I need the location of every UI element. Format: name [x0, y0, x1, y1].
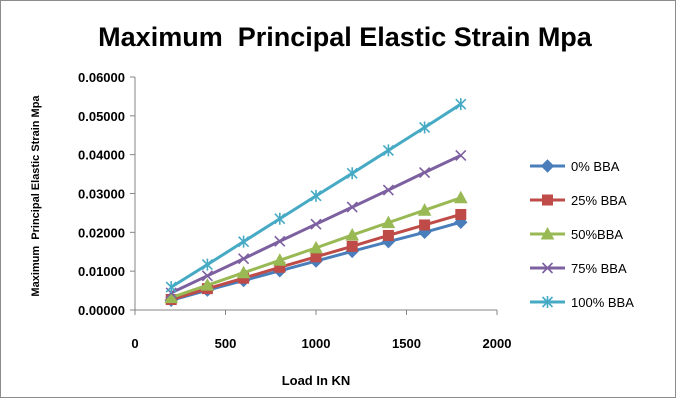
data-point [419, 166, 431, 179]
data-point [419, 121, 431, 134]
data-point [345, 228, 360, 241]
data-point [310, 189, 322, 202]
x-tick-label: 0 [131, 336, 138, 351]
legend-item: 0% BBA [530, 159, 620, 174]
data-point [455, 208, 467, 220]
y-axis-label: Maximum Principal Elastic Strain Mpa [30, 95, 42, 297]
legend-label: 75% BBA [571, 261, 627, 276]
legend-label: 100% BBA [571, 295, 634, 310]
data-point [238, 235, 250, 248]
data-point [201, 270, 213, 282]
legend-label: 25% BBA [571, 193, 627, 208]
legend-marker [540, 226, 555, 240]
data-point [274, 212, 286, 225]
data-point [381, 215, 396, 229]
y-tick-label: 0.03000 [78, 187, 125, 202]
data-point [200, 278, 215, 291]
data-point [419, 219, 431, 231]
legend-label: 0% BBA [571, 159, 620, 174]
series-group [164, 190, 468, 304]
legend-marker [542, 194, 553, 206]
data-point [382, 144, 394, 157]
data-point [274, 235, 286, 247]
data-point [236, 265, 251, 279]
data-point [382, 229, 394, 241]
data-point [310, 218, 322, 230]
y-tick-label: 0.04000 [78, 148, 125, 163]
legend: 0% BBA 25% BBA 50%BBA 75% BBA 100% BBA [530, 159, 634, 310]
x-tick-label: 1500 [392, 336, 421, 351]
legend-item: 75% BBA [530, 261, 627, 276]
x-axis-label: Load In KN [282, 373, 351, 388]
data-point [164, 290, 179, 304]
plot-area: 0.00000 0.01000 0.02000 0.03000 0.04000 0.050… [78, 70, 511, 351]
data-point [453, 190, 468, 204]
data-point [346, 240, 358, 252]
data-point [382, 184, 394, 196]
legend-item: 25% BBA [530, 193, 627, 208]
data-point [272, 253, 287, 266]
legend-marker [540, 159, 555, 173]
data-point [455, 98, 467, 111]
data-point [417, 203, 432, 216]
legend-item: 50%BBA [530, 226, 623, 242]
y-tick-label: 0.00000 [78, 303, 125, 318]
chart-title: Maximum Principal Elastic Strain Mpa [98, 22, 593, 52]
x-tick-label: 500 [215, 336, 237, 351]
series-group [165, 149, 467, 299]
x-tick-label: 1000 [302, 336, 331, 351]
data-point [455, 149, 467, 162]
y-tick-label: 0.02000 [78, 225, 125, 240]
y-tick-label: 0.05000 [78, 109, 125, 124]
data-point [238, 253, 250, 265]
series-group [165, 98, 467, 294]
legend-marker [541, 296, 554, 308]
data-point [165, 281, 177, 294]
legend-item: 100% BBA [530, 295, 634, 310]
data-point [309, 240, 323, 254]
legend-marker [541, 262, 554, 274]
data-point [346, 167, 358, 180]
x-tick-label: 2000 [483, 336, 512, 351]
legend-label: 50%BBA [571, 227, 623, 242]
data-point [201, 258, 213, 271]
y-tick-label: 0.01000 [78, 264, 125, 279]
y-tick-label: 0.06000 [78, 70, 125, 85]
data-point [346, 201, 358, 213]
